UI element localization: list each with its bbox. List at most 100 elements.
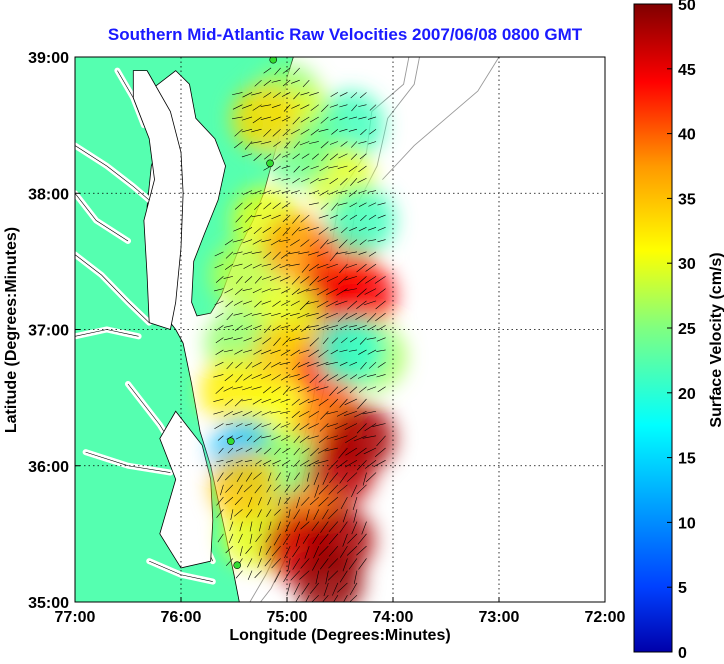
velocity-vector bbox=[377, 361, 386, 368]
velocity-vector bbox=[322, 472, 329, 485]
velocity-vector bbox=[259, 521, 262, 532]
velocity-cell bbox=[295, 547, 364, 602]
velocity-vector bbox=[318, 496, 329, 507]
velocity-vector bbox=[292, 558, 300, 570]
velocity-vector bbox=[358, 190, 367, 194]
velocity-vector bbox=[374, 276, 386, 284]
velocity-vector bbox=[236, 472, 243, 482]
velocity-vector bbox=[329, 251, 339, 262]
velocity-vector bbox=[305, 288, 319, 292]
velocity-vector bbox=[252, 104, 262, 111]
velocity-vector bbox=[280, 349, 291, 356]
velocity-vector bbox=[368, 251, 377, 257]
velocity-vector bbox=[323, 582, 329, 597]
velocity-vector bbox=[253, 227, 262, 235]
velocity-vector bbox=[336, 460, 348, 469]
velocity-vector bbox=[357, 374, 367, 379]
velocity-vector bbox=[282, 227, 291, 236]
colorbar-label: Surface Velocity (cm/s) bbox=[708, 252, 724, 427]
velocity-vector bbox=[320, 239, 329, 249]
velocity-vector bbox=[282, 460, 291, 466]
velocity-vector bbox=[348, 349, 358, 352]
velocity-vector bbox=[299, 300, 310, 311]
velocity-vector bbox=[328, 190, 339, 195]
velocity-vector bbox=[375, 312, 386, 322]
velocity-vectors bbox=[213, 67, 386, 602]
colorbar-tick-label: 0 bbox=[678, 645, 687, 659]
velocity-vector bbox=[339, 104, 348, 108]
velocity-vector bbox=[293, 165, 300, 173]
velocity-vector bbox=[339, 545, 348, 558]
velocity-vector bbox=[241, 128, 253, 133]
velocity-vector bbox=[271, 398, 281, 404]
velocity-vector bbox=[308, 251, 319, 256]
velocity-vector bbox=[351, 104, 358, 112]
velocity-vector bbox=[326, 263, 338, 269]
velocity-vector bbox=[270, 361, 281, 368]
velocity-vector bbox=[305, 595, 310, 602]
velocity-vector bbox=[260, 141, 272, 145]
velocity-vector bbox=[239, 521, 243, 532]
colorbar-tick-label: 35 bbox=[678, 191, 696, 208]
velocity-vector bbox=[292, 153, 300, 160]
velocity-vector bbox=[273, 337, 281, 346]
velocity-vector bbox=[347, 300, 358, 310]
velocity-vector bbox=[261, 263, 272, 267]
velocity-vector bbox=[261, 276, 272, 280]
velocity-vector bbox=[247, 558, 253, 568]
velocity-vector bbox=[262, 227, 272, 234]
velocity-vector bbox=[218, 447, 224, 454]
velocity-vector bbox=[261, 435, 272, 439]
velocity-vector bbox=[358, 386, 367, 393]
velocity-vector bbox=[369, 104, 377, 111]
velocity-vector bbox=[214, 263, 224, 269]
y-tick-label: 39:00 bbox=[28, 50, 69, 67]
velocity-vector bbox=[245, 214, 253, 223]
x-tick-label: 74:00 bbox=[373, 609, 414, 626]
velocity-vector bbox=[339, 92, 348, 97]
velocity-vector bbox=[299, 570, 310, 580]
velocity-vector bbox=[270, 239, 281, 246]
velocity-vector bbox=[264, 153, 272, 160]
velocity-vector bbox=[215, 276, 224, 283]
velocity-vector bbox=[243, 312, 253, 318]
velocity-vector bbox=[281, 165, 291, 169]
velocity-vector bbox=[232, 92, 243, 96]
colorbar-tick-label: 5 bbox=[678, 580, 687, 597]
velocity-vector bbox=[298, 227, 310, 232]
velocity-vector bbox=[303, 484, 310, 493]
velocity-vector bbox=[337, 582, 348, 593]
velocity-vector bbox=[215, 325, 224, 331]
velocity-vector bbox=[358, 116, 367, 120]
velocity-vector bbox=[280, 410, 291, 414]
colorbar-tick-label: 30 bbox=[678, 256, 696, 273]
velocity-vector bbox=[281, 300, 291, 306]
x-tick-label: 77:00 bbox=[55, 609, 96, 626]
velocity-vector bbox=[251, 386, 262, 390]
velocity-vector bbox=[252, 190, 262, 195]
velocity-vector bbox=[224, 398, 234, 406]
velocity-vector bbox=[284, 546, 291, 559]
velocity-vector bbox=[329, 104, 338, 108]
velocity-vector bbox=[374, 447, 386, 458]
velocity-vector bbox=[311, 521, 320, 532]
velocity-vector bbox=[301, 263, 310, 273]
velocity-vector bbox=[225, 545, 234, 554]
velocity-vector bbox=[348, 190, 358, 197]
velocity-vector bbox=[319, 558, 329, 570]
velocity-vector bbox=[340, 496, 348, 510]
velocity-vector bbox=[344, 276, 358, 281]
velocity-vector bbox=[309, 582, 320, 594]
velocity-vector bbox=[251, 214, 262, 218]
velocity-vector bbox=[267, 496, 272, 506]
velocity-vector bbox=[301, 177, 310, 182]
velocity-vector bbox=[363, 300, 377, 306]
velocity-vector bbox=[217, 533, 224, 543]
velocity-vector bbox=[339, 325, 348, 329]
velocity-vector bbox=[360, 362, 367, 370]
radar-station bbox=[266, 159, 274, 168]
velocity-vector bbox=[300, 104, 310, 110]
velocity-vector bbox=[301, 582, 310, 595]
velocity-vector bbox=[290, 128, 300, 135]
velocity-vector bbox=[233, 312, 243, 316]
